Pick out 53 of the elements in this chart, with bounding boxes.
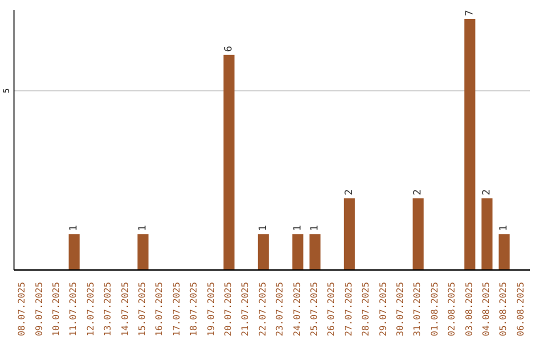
- x-tick-label: 27.07.2025: [344, 282, 354, 336]
- x-tick-label: 04.08.2025: [482, 282, 492, 336]
- x-tick-label: 25.07.2025: [310, 282, 320, 336]
- bar: [481, 198, 492, 270]
- data-label: 7: [464, 10, 476, 16]
- x-tick-label: 11.07.2025: [69, 282, 80, 336]
- data-label: 6: [223, 46, 234, 52]
- data-label: 1: [292, 225, 304, 232]
- x-tick-label: 17.07.2025: [172, 282, 182, 336]
- data-label: 2: [412, 189, 424, 196]
- x-tick-label: 26.07.2025: [327, 282, 338, 336]
- x-tick-label: 03.08.2025: [464, 282, 475, 336]
- bar: [498, 234, 510, 270]
- x-tick-label: 15.07.2025: [138, 282, 148, 336]
- data-label: 1: [137, 225, 148, 232]
- x-tick-label: 28.07.2025: [362, 282, 372, 336]
- data-label: 1: [498, 225, 510, 232]
- bar: [309, 234, 320, 270]
- x-tick-label: 14.07.2025: [120, 282, 131, 336]
- x-tick-label: 05.08.2025: [499, 282, 510, 336]
- y-tick-label: 5: [2, 88, 11, 94]
- x-tick-label: 09.07.2025: [34, 282, 45, 336]
- data-label: 1: [309, 225, 320, 232]
- bar: [68, 234, 80, 270]
- x-tick-label: 22.07.2025: [258, 282, 268, 336]
- x-tick-label: 10.07.2025: [52, 282, 62, 336]
- x-tick-label: 24.07.2025: [292, 282, 303, 336]
- bar: [344, 198, 355, 270]
- x-tick-label: 02.08.2025: [448, 282, 458, 336]
- x-tick-label: 19.07.2025: [206, 282, 217, 336]
- bar: [223, 54, 234, 270]
- x-tick-label: 21.07.2025: [241, 282, 252, 336]
- bar: [258, 234, 269, 270]
- x-tick-label: 20.07.2025: [224, 282, 234, 336]
- data-label: 1: [258, 225, 269, 232]
- x-tick-label: 30.07.2025: [396, 282, 406, 336]
- data-label: 2: [344, 189, 355, 196]
- x-tick-label: 29.07.2025: [378, 282, 389, 336]
- x-tick-label: 12.07.2025: [86, 282, 96, 336]
- data-label: 2: [481, 189, 492, 196]
- x-tick-label: 08.07.2025: [18, 282, 28, 336]
- x-tick-label: 01.08.2025: [430, 282, 440, 336]
- x-tick-label: 13.07.2025: [104, 282, 114, 336]
- data-label: 1: [68, 225, 80, 232]
- x-tick-label: 18.07.2025: [190, 282, 200, 336]
- bar: [464, 18, 476, 270]
- x-tick-label: 16.07.2025: [155, 282, 166, 336]
- bar: [137, 234, 148, 270]
- x-tick-label: 31.07.2025: [413, 282, 424, 336]
- x-tick-label: 23.07.2025: [276, 282, 286, 336]
- bar: [292, 234, 304, 270]
- bar: [412, 198, 424, 270]
- x-tick-label: 06.08.2025: [516, 282, 526, 336]
